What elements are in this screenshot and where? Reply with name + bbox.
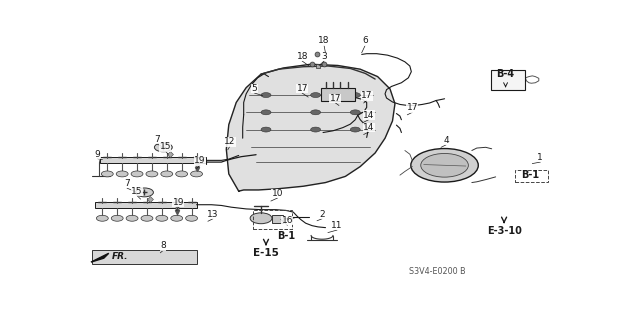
- Text: 15: 15: [131, 187, 143, 196]
- Circle shape: [111, 215, 123, 221]
- Text: 14: 14: [363, 123, 374, 132]
- Circle shape: [176, 171, 188, 177]
- Text: 1: 1: [538, 153, 543, 162]
- Text: 11: 11: [331, 221, 342, 230]
- Circle shape: [97, 215, 108, 221]
- Circle shape: [310, 92, 321, 98]
- Text: E-3-10: E-3-10: [486, 226, 522, 236]
- Circle shape: [411, 148, 478, 182]
- Polygon shape: [227, 64, 395, 191]
- Text: 9: 9: [95, 150, 100, 159]
- Text: 19: 19: [172, 198, 184, 207]
- Circle shape: [146, 171, 158, 177]
- Text: 17: 17: [296, 84, 308, 93]
- Bar: [92, 250, 196, 264]
- Circle shape: [161, 171, 173, 177]
- Text: 8: 8: [161, 241, 166, 250]
- Text: 18: 18: [318, 36, 330, 45]
- Circle shape: [261, 92, 271, 98]
- Text: B-4: B-4: [497, 69, 515, 79]
- Text: B-1: B-1: [521, 170, 539, 180]
- Text: 17: 17: [406, 103, 418, 112]
- Circle shape: [250, 213, 272, 224]
- Circle shape: [131, 171, 143, 177]
- Circle shape: [141, 215, 153, 221]
- Text: E-15: E-15: [253, 248, 279, 258]
- Circle shape: [154, 143, 172, 152]
- Circle shape: [126, 215, 138, 221]
- Text: 7: 7: [124, 179, 130, 188]
- Text: 6: 6: [362, 36, 368, 45]
- Bar: [491, 70, 525, 90]
- Text: 2: 2: [319, 210, 325, 219]
- Circle shape: [420, 154, 468, 177]
- Text: 3: 3: [321, 52, 327, 61]
- Bar: [515, 170, 548, 182]
- Circle shape: [101, 171, 113, 177]
- Circle shape: [261, 127, 271, 132]
- Text: 15: 15: [159, 142, 171, 151]
- Circle shape: [186, 215, 198, 221]
- Circle shape: [156, 215, 168, 221]
- Text: 7: 7: [154, 135, 160, 144]
- Bar: [273, 215, 284, 223]
- Bar: [100, 157, 207, 163]
- Circle shape: [350, 127, 360, 132]
- Text: 14: 14: [363, 111, 374, 120]
- Circle shape: [171, 215, 182, 221]
- Bar: [95, 202, 196, 208]
- Text: 16: 16: [282, 216, 293, 225]
- Text: FR.: FR.: [112, 252, 129, 261]
- Bar: [321, 88, 355, 101]
- Circle shape: [261, 110, 271, 115]
- Text: 17: 17: [361, 92, 372, 100]
- Circle shape: [350, 110, 360, 115]
- Circle shape: [191, 171, 202, 177]
- Circle shape: [310, 127, 321, 132]
- Text: 17: 17: [330, 94, 341, 103]
- Circle shape: [136, 188, 154, 197]
- Circle shape: [116, 171, 128, 177]
- Circle shape: [310, 110, 321, 115]
- Text: 18: 18: [296, 52, 308, 61]
- Text: B-1: B-1: [276, 231, 295, 241]
- Text: 12: 12: [224, 137, 236, 146]
- Text: 19: 19: [195, 156, 206, 165]
- Text: 5: 5: [252, 84, 257, 93]
- Text: 10: 10: [271, 189, 283, 198]
- Circle shape: [350, 92, 360, 98]
- Bar: [253, 210, 292, 228]
- Polygon shape: [91, 253, 109, 262]
- Text: S3V4-E0200 B: S3V4-E0200 B: [409, 268, 465, 276]
- Text: 4: 4: [444, 136, 449, 145]
- Text: 13: 13: [207, 210, 219, 219]
